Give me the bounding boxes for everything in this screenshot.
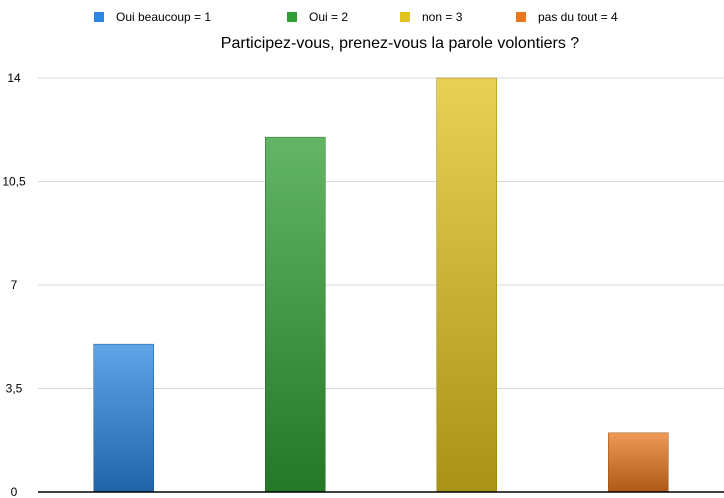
bars (93, 77, 669, 493)
y-axis-ticks: 0 3,5 7 10,5 14 (2, 71, 26, 498)
y-tick-label: 3,5 (6, 382, 23, 396)
legend-label-oui-beaucoup: Oui beaucoup = 1 (116, 10, 212, 24)
bar-4 (608, 432, 669, 493)
y-tick-label: 7 (11, 278, 18, 292)
bar-2 (265, 136, 326, 493)
legend-label-pas-du-tout: pas du tout = 4 (538, 10, 618, 24)
legend-item-pas-du-tout: pas du tout = 4 (516, 10, 618, 24)
chart-title: Participez-vous, prenez-vous la parole v… (220, 35, 580, 52)
legend-swatch-oui-beaucoup (94, 12, 104, 22)
legend-swatch-non (400, 12, 410, 22)
y-tick-label: 14 (7, 71, 21, 85)
bar-3 (436, 77, 497, 493)
legend-item-oui: Oui = 2 (287, 10, 348, 24)
y-tick-label: 0 (11, 485, 18, 498)
y-tick-label: 10,5 (2, 175, 26, 189)
bar-1 (93, 343, 154, 493)
legend-swatch-oui (287, 12, 297, 22)
legend-item-non: non = 3 (400, 10, 462, 24)
legend-item-oui-beaucoup: Oui beaucoup = 1 (94, 10, 211, 24)
legend-label-non: non = 3 (422, 10, 463, 24)
grid-lines (38, 77, 724, 389)
chart-legend: Oui beaucoup = 1 Oui = 2 non = 3 pas du … (0, 6, 724, 28)
legend-swatch-pas-du-tout (516, 12, 526, 22)
legend-label-oui: Oui = 2 (309, 10, 349, 24)
